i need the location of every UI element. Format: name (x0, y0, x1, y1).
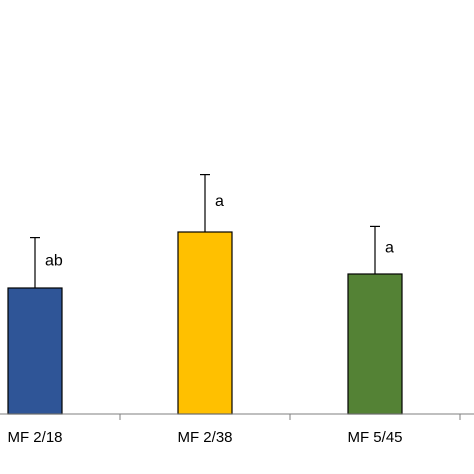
x-tick-label: MF 2/18 (7, 429, 62, 446)
bar-mf-2-18 (7, 287, 63, 415)
significance-label: a (385, 240, 394, 257)
significance-label: ab (45, 252, 63, 269)
significance-label: a (215, 193, 224, 210)
bar-mf-5-45 (347, 273, 403, 415)
bars-layer (7, 231, 403, 415)
x-tick-label: MF 2/38 (177, 429, 232, 446)
x-tick-label: MF 5/45 (347, 429, 402, 446)
bar-mf-2-38 (177, 231, 233, 415)
x-axis-ticks (119, 414, 461, 420)
labels-layer: ab MF 2/18 a MF 2/38 a MF 5/45 (7, 193, 402, 446)
error-bars-layer (30, 174, 380, 288)
